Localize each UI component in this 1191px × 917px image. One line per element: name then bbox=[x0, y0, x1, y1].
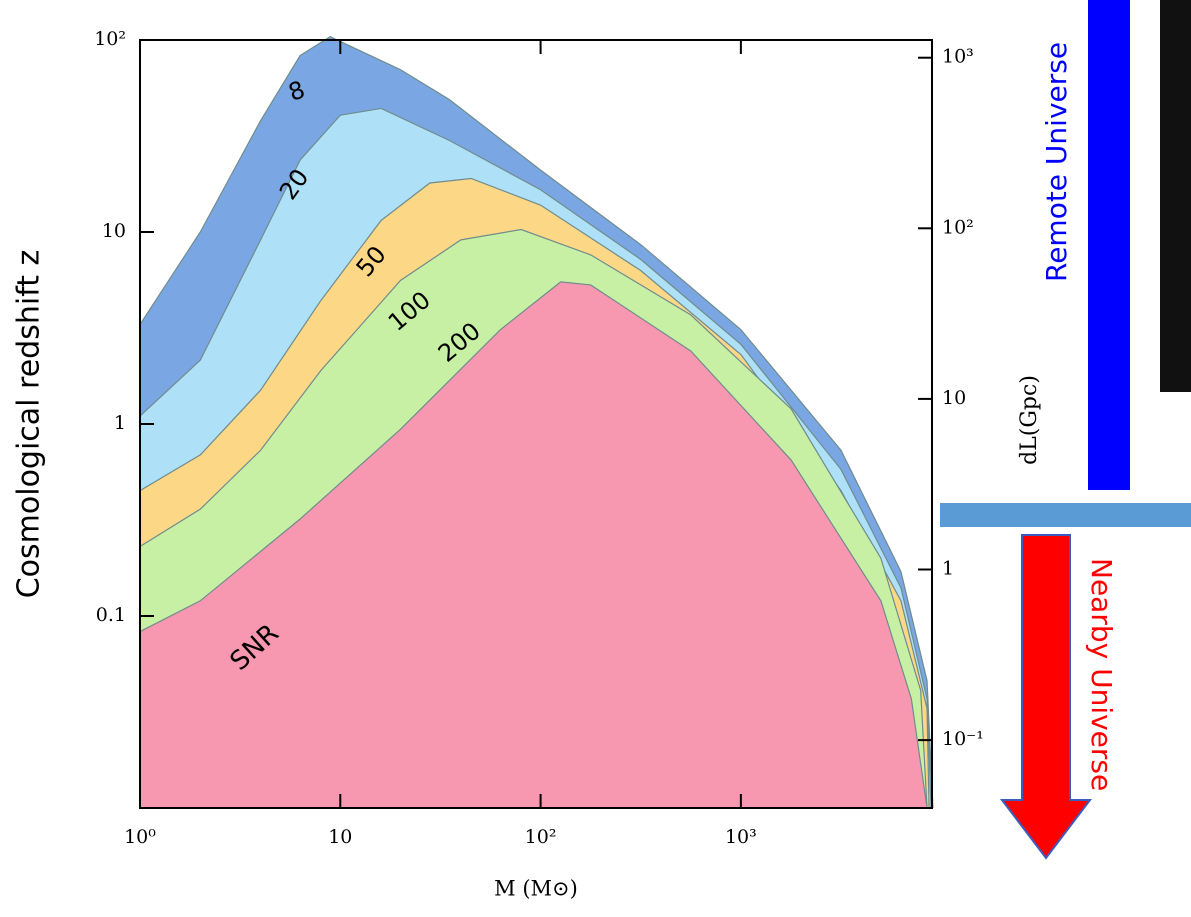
y-tick-label: 1 bbox=[114, 412, 126, 434]
y2-tick-label: 10² bbox=[942, 216, 974, 238]
y2-axis-label: dL(Gpc) bbox=[1017, 375, 1042, 465]
contour-line bbox=[139, 36, 934, 809]
y2-tick-label: 10⁻¹ bbox=[942, 728, 984, 750]
contour-line bbox=[139, 281, 928, 809]
background-image bbox=[1160, 0, 1191, 392]
x-tick-label: 10² bbox=[525, 826, 557, 848]
remote-label: Remote Universe bbox=[1040, 42, 1073, 282]
contour-line bbox=[139, 177, 930, 809]
nearby-arrow bbox=[999, 534, 1093, 860]
nearby-label: Nearby Universe bbox=[1085, 558, 1118, 791]
y2-tick-label: 10 bbox=[942, 387, 966, 409]
x-axis-label: M (M⊙) bbox=[494, 877, 578, 901]
y-axis-label: Cosmological redshift z bbox=[12, 250, 47, 599]
y-tick-label: 10² bbox=[94, 28, 126, 50]
y-tick-label: 10 bbox=[102, 220, 126, 242]
y-tick-label: 0.1 bbox=[96, 604, 126, 626]
x-tick-label: 10³ bbox=[725, 826, 757, 848]
area-fill bbox=[140, 281, 928, 809]
divider-bar bbox=[940, 503, 1191, 527]
x-tick-label: 10 bbox=[328, 826, 352, 848]
y2-tick-label: 1 bbox=[942, 558, 954, 580]
plot-area bbox=[139, 36, 934, 809]
contour-line bbox=[139, 228, 928, 809]
remote-bar bbox=[1088, 0, 1130, 490]
contour-line bbox=[139, 107, 932, 809]
x-tick-label: 10⁰ bbox=[124, 826, 156, 848]
y2-tick-label: 10³ bbox=[942, 46, 974, 68]
